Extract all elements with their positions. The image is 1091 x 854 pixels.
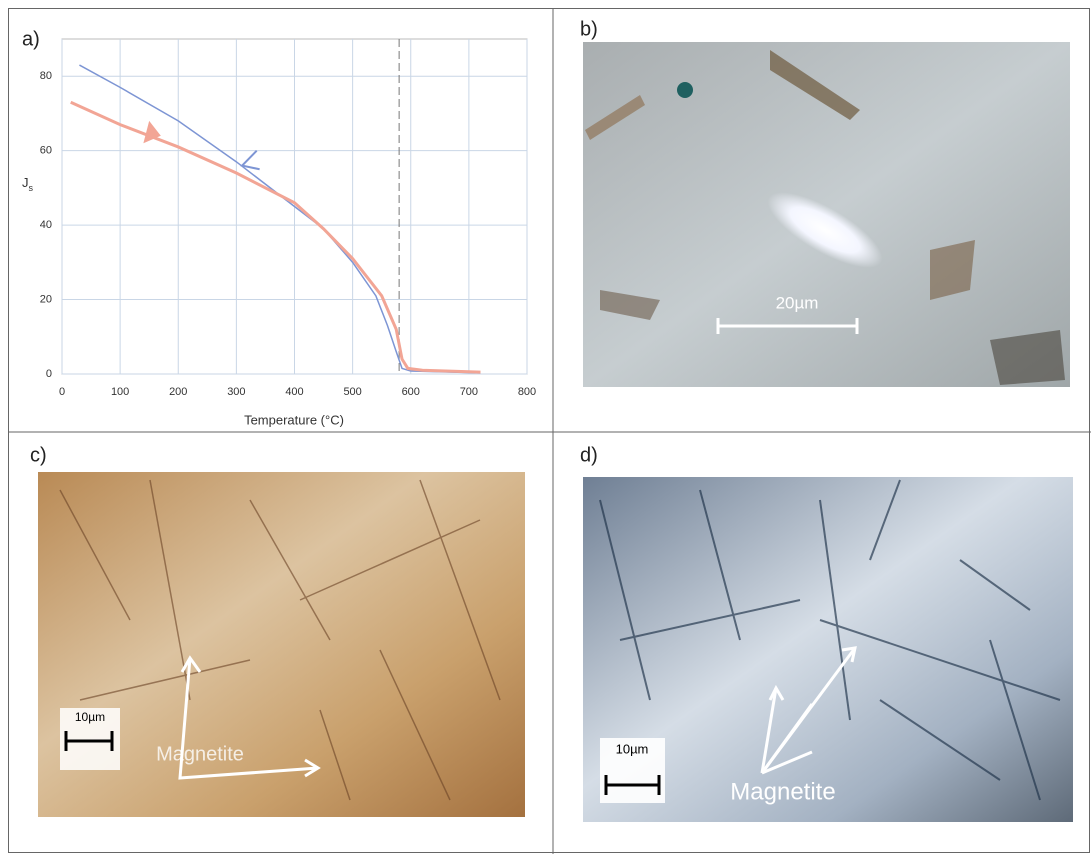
x-tick-label: 100 — [111, 386, 129, 398]
x-tick-label: 300 — [227, 386, 245, 398]
x-tick-label: 700 — [460, 386, 478, 398]
micrograph-d — [583, 477, 1073, 822]
scale-label: 10µm — [75, 710, 105, 724]
y-tick-label: 0 — [46, 368, 52, 380]
panel-label: b) — [580, 18, 598, 40]
x-tick-label: 600 — [402, 386, 420, 398]
figure: a) Temperature (°C) Js 02040608001002003… — [0, 0, 1091, 854]
scale-label: 10µm — [616, 741, 649, 756]
micrograph-b — [583, 42, 1070, 387]
x-tick-label: 800 — [518, 386, 536, 398]
panel-label: a) — [22, 28, 40, 50]
micrograph-c — [38, 472, 525, 817]
y-tick-label: 80 — [40, 70, 52, 82]
y-tick-label: 40 — [40, 219, 52, 231]
scale-label: 20µm — [776, 293, 819, 312]
panel-label: c) — [30, 444, 47, 466]
x-tick-label: 0 — [59, 386, 65, 398]
x-tick-label: 500 — [343, 386, 361, 398]
x-tick-label: 400 — [285, 386, 303, 398]
y-axis-label: Js — [22, 175, 34, 193]
annotation: Magnetite — [156, 743, 244, 765]
x-axis-label: Temperature (°C) — [244, 412, 344, 427]
x-tick-label: 200 — [169, 386, 187, 398]
annotation: Magnetite — [730, 778, 835, 805]
panel-label: d) — [580, 444, 598, 466]
y-tick-label: 60 — [40, 145, 52, 157]
y-tick-label: 20 — [40, 293, 52, 305]
